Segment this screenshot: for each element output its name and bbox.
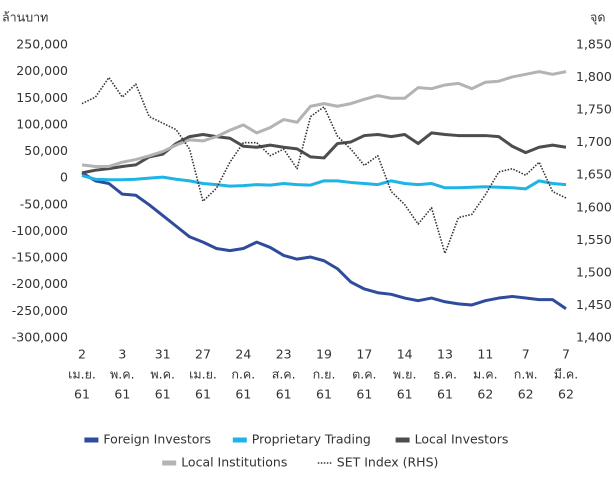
series-line xyxy=(81,70,567,168)
x-tick-label: ม.ค. xyxy=(473,367,498,382)
x-tick-label: พ.ย. xyxy=(393,367,417,382)
x-tick-label: เม.ย. xyxy=(189,367,217,382)
y2-tick-label: 1,400 xyxy=(576,330,612,345)
x-tick-label: 31 xyxy=(155,347,171,362)
x-tick-label: 61 xyxy=(437,387,453,402)
x-tick-label: ธ.ค. xyxy=(433,367,457,382)
y2-tick-label: 1,750 xyxy=(576,102,612,117)
x-tick-label: 62 xyxy=(518,387,534,402)
x-tick-label: 19 xyxy=(316,347,332,362)
x-tick-label: 11 xyxy=(477,347,493,362)
legend-label: Proprietary Trading xyxy=(252,432,371,447)
y2-tick-label: 1,800 xyxy=(576,69,612,84)
y2-tick-label: 1,500 xyxy=(576,264,612,279)
y-tick-label: -50,000 xyxy=(20,196,68,211)
x-tick-label: 14 xyxy=(397,347,413,362)
series-line xyxy=(81,131,567,175)
x-tick-label: 27 xyxy=(195,347,211,362)
y2-axis-title: จุด xyxy=(590,10,605,26)
x-tick-label: 7 xyxy=(562,347,570,362)
y2-tick-label: 1,650 xyxy=(576,167,612,182)
x-tick-label: พ.ค. xyxy=(150,367,175,382)
x-tick-label: 24 xyxy=(235,347,251,362)
x-tick-label: 13 xyxy=(437,347,453,362)
x-tick-label: 23 xyxy=(276,347,292,362)
x-tick-label: ก.ย. xyxy=(313,367,336,382)
y-tick-label: -150,000 xyxy=(12,250,68,265)
x-tick-label: พ.ค. xyxy=(110,367,135,382)
series-line xyxy=(81,171,567,310)
y2-tick-label: 1,450 xyxy=(576,297,612,312)
y2-tick-label: 1,850 xyxy=(576,37,612,52)
y-tick-label: 0 xyxy=(60,170,68,185)
x-tick-label: 61 xyxy=(397,387,413,402)
y-tick-label: 150,000 xyxy=(16,90,68,105)
x-tick-label: 61 xyxy=(235,387,251,402)
x-tick-label: 62 xyxy=(477,387,493,402)
y-tick-label: -200,000 xyxy=(12,276,68,291)
x-tick-label: เม.ย. xyxy=(68,367,96,382)
x-tick-label: 7 xyxy=(522,347,530,362)
x-tick-label: ก.พ. xyxy=(514,367,538,382)
x-tick-label: 17 xyxy=(356,347,372,362)
x-tick-label: มี.ค. xyxy=(554,367,579,382)
y-tick-label: 200,000 xyxy=(16,63,68,78)
x-tick-label: 62 xyxy=(558,387,574,402)
series-line xyxy=(81,174,567,191)
x-tick-label: ก.ค. xyxy=(231,367,255,382)
y2-tick-label: 1,550 xyxy=(576,232,612,247)
legend-label: Foreign Investors xyxy=(103,432,211,447)
x-tick-label: 61 xyxy=(155,387,171,402)
x-tick-label: ส.ค. xyxy=(272,367,296,382)
y-tick-label: 100,000 xyxy=(16,116,68,131)
x-tick-label: 61 xyxy=(74,387,90,402)
y-tick-label: -300,000 xyxy=(12,330,68,345)
x-tick-label: 61 xyxy=(195,387,211,402)
x-tick-label: 2 xyxy=(78,347,86,362)
series-line xyxy=(81,76,567,255)
legend-label: SET Index (RHS) xyxy=(337,455,439,470)
x-tick-label: 61 xyxy=(356,387,372,402)
x-tick-label: 3 xyxy=(118,347,126,362)
y-tick-label: 50,000 xyxy=(24,143,68,158)
y2-tick-label: 1,600 xyxy=(576,199,612,214)
x-tick-label: 61 xyxy=(114,387,130,402)
legend-label: Local Institutions xyxy=(181,455,287,470)
y-tick-label: 250,000 xyxy=(16,37,68,52)
x-tick-label: ต.ค. xyxy=(352,367,376,382)
x-tick-label: 61 xyxy=(316,387,332,402)
y2-tick-label: 1,700 xyxy=(576,134,612,149)
y-tick-label: -250,000 xyxy=(12,303,68,318)
legend-label: Local Investors xyxy=(415,432,509,447)
y-tick-label: -100,000 xyxy=(12,223,68,238)
x-tick-label: 61 xyxy=(276,387,292,402)
y-axis-title: ล้านบาท xyxy=(2,10,48,25)
